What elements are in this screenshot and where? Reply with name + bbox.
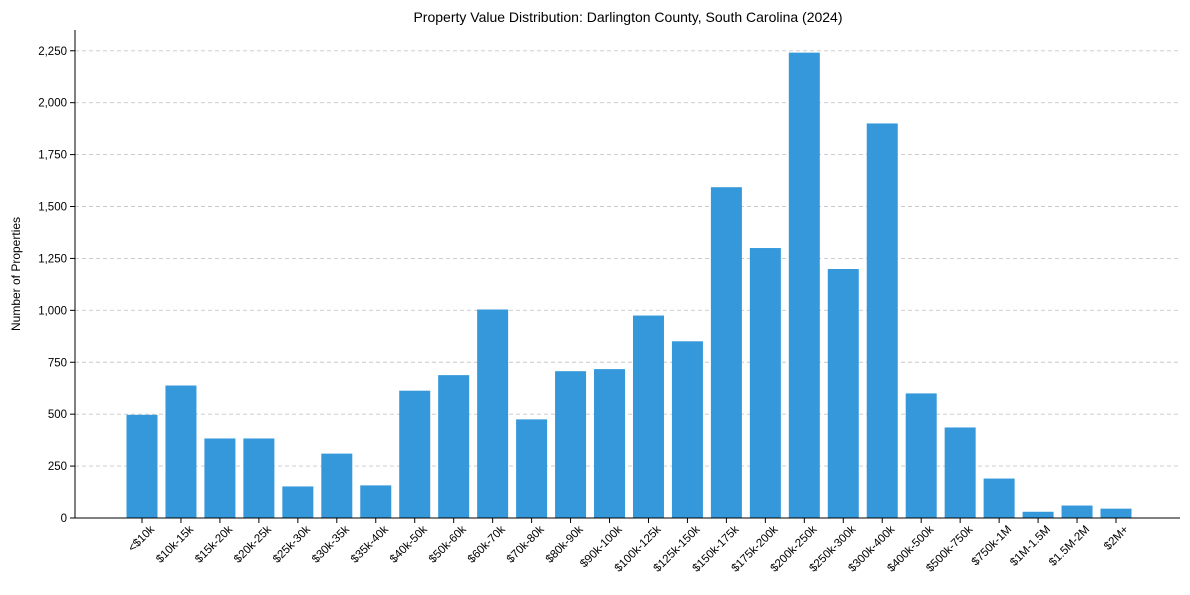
y-tick-label: 1,000 <box>38 305 67 317</box>
y-tick-label: 0 <box>61 513 67 525</box>
y-tick-label: 1,250 <box>38 253 67 265</box>
bar <box>243 438 275 518</box>
bar <box>866 123 898 518</box>
bar <box>671 341 703 518</box>
bar <box>983 478 1015 518</box>
bar <box>321 453 353 518</box>
x-tick-label: $1M-1.5M <box>1008 524 1053 569</box>
x-tick-label: $30k-35k <box>310 523 352 565</box>
bar <box>438 375 470 518</box>
x-tick-label: $50k-60k <box>427 523 469 565</box>
y-tick-label: 2,250 <box>38 46 67 58</box>
y-tick-label: 1,500 <box>38 202 67 214</box>
axes <box>74 30 1180 519</box>
y-tick-label: 250 <box>48 461 67 473</box>
bar <box>749 248 781 519</box>
x-tick-label: $20k-25k <box>232 523 274 565</box>
y-tick-label: 750 <box>48 357 67 369</box>
y-axis-label: Number of Properties <box>9 217 23 331</box>
bar <box>944 427 976 518</box>
bar <box>126 414 158 518</box>
bar <box>204 438 236 518</box>
bar <box>477 309 509 518</box>
bar <box>1022 511 1054 518</box>
bar <box>827 269 859 518</box>
bar <box>905 393 937 518</box>
bar <box>399 390 431 518</box>
bars <box>126 52 1132 519</box>
bar <box>1100 508 1132 518</box>
bar <box>516 419 548 518</box>
x-tick-label: $1.5M-2M <box>1047 524 1092 569</box>
x-tick-label: $2M+ <box>1102 523 1131 552</box>
x-tick-label: $15k-20k <box>193 523 235 565</box>
grid-lines <box>75 50 1180 467</box>
bar <box>555 371 587 518</box>
x-tick-label: $25k-30k <box>271 523 313 565</box>
x-tick-label: $35k-40k <box>349 523 391 565</box>
bar <box>360 485 392 518</box>
x-tick-label: $10k-15k <box>154 523 196 565</box>
x-tick-label: $750k-1M <box>970 524 1015 569</box>
x-tick-label: $60k-70k <box>466 523 508 565</box>
x-tick-label: <$10k <box>126 523 157 554</box>
y-tick-label: 1,750 <box>38 150 67 162</box>
x-ticks: <$10k$10k-15k$15k-20k$20k-25k$25k-30k$30… <box>126 518 1131 575</box>
x-tick-label: $70k-80k <box>505 523 547 565</box>
bar <box>165 385 197 518</box>
bar <box>594 369 626 518</box>
chart-title: Property Value Distribution: Darlington … <box>413 9 842 25</box>
bar <box>1061 505 1093 518</box>
y-tick-label: 500 <box>48 409 67 421</box>
y-tick-label: 2,000 <box>38 98 67 110</box>
bar <box>282 486 314 518</box>
bar <box>710 187 742 518</box>
x-tick-label: $40k-50k <box>388 523 430 565</box>
bar <box>788 52 820 519</box>
y-ticks: 0 250 500 750 1,000 1,250 1,500 1,750 2,000 2,250 <box>38 46 75 525</box>
bar <box>632 315 664 518</box>
